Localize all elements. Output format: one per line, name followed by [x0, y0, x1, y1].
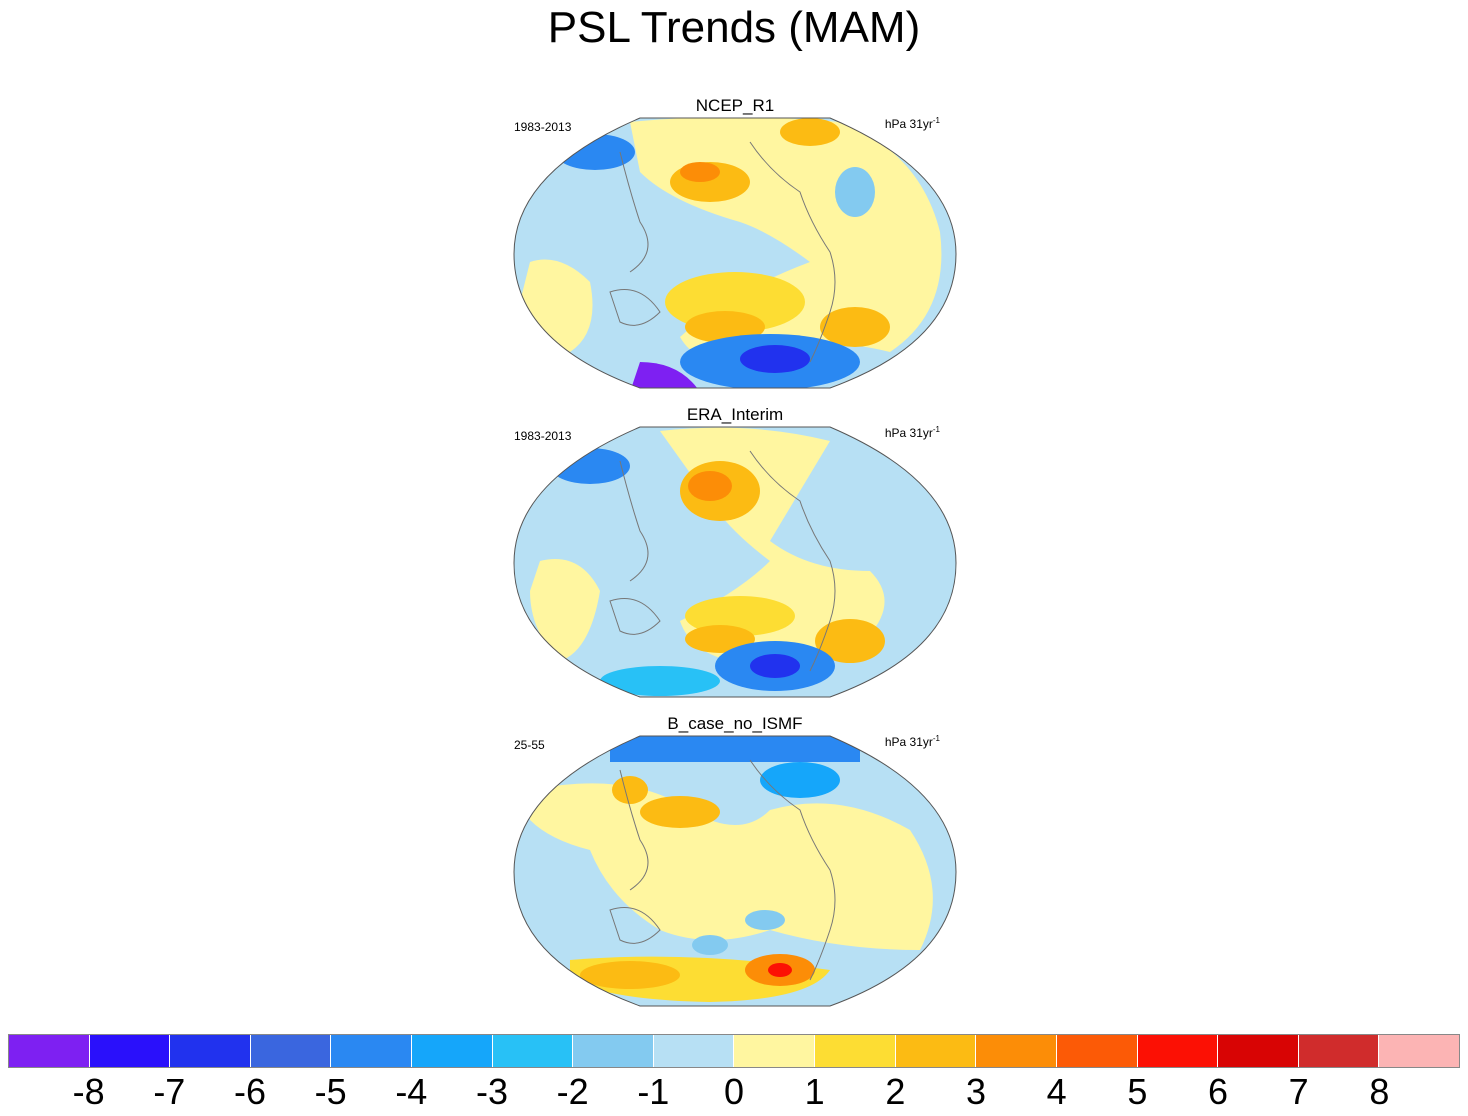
- colorbar-tick-label: 3: [965, 1071, 987, 1112]
- colorbar-tick-label: 5: [1127, 1071, 1148, 1112]
- panel-title: NCEP_R1: [695, 96, 775, 115]
- trend-map: [513, 117, 957, 389]
- colorbar-box: [412, 1035, 493, 1067]
- colorbar-box: [1056, 1035, 1138, 1067]
- colorbar-tick-label: -2: [556, 1071, 589, 1112]
- panel-period: 1983-2013: [514, 429, 572, 443]
- colorbar-tick-label: 0: [723, 1071, 745, 1112]
- colorbar-tick-label: -1: [637, 1071, 670, 1112]
- panel-units: hPa 31yr-1: [884, 734, 940, 749]
- colorbar-box: [1218, 1035, 1299, 1067]
- panel-title: ERA_Interim: [686, 405, 784, 424]
- panel-title: B_case_no_ISMF: [667, 714, 803, 733]
- colorbar-tick-label: -4: [395, 1071, 428, 1112]
- colorbar-box: [9, 1035, 90, 1067]
- panel-units: hPa 31yr-1: [884, 425, 940, 440]
- colorbar-tick-label: 7: [1288, 1071, 1309, 1112]
- colorbar-tick-label: 8: [1369, 1071, 1390, 1112]
- colorbar-tick-label: -5: [314, 1071, 347, 1112]
- colorbar-tick-label: 2: [885, 1071, 906, 1112]
- colorbar-box: [89, 1035, 171, 1067]
- colorbar-box: [734, 1035, 816, 1067]
- colorbar-box: [573, 1035, 654, 1067]
- trend-map: [513, 426, 957, 698]
- colorbar-tick-label: 6: [1207, 1071, 1229, 1112]
- colorbar-box: [492, 1035, 574, 1067]
- colorbar-box: [1298, 1035, 1380, 1067]
- colorbar-box: [1137, 1035, 1219, 1067]
- colorbar-box: [331, 1035, 413, 1067]
- trend-map: [513, 735, 957, 1007]
- colorbar-box: [170, 1035, 251, 1067]
- colorbar-box: [895, 1035, 977, 1067]
- colorbar-tick-label: -8: [72, 1071, 105, 1112]
- figure-title: PSL Trends (MAM): [547, 3, 921, 52]
- panel-units: hPa 31yr-1: [884, 116, 940, 131]
- colorbar: [8, 1034, 1460, 1068]
- colorbar-box: [250, 1035, 332, 1067]
- colorbar-box: [1379, 1035, 1459, 1067]
- panel-period: 1983-2013: [514, 120, 572, 134]
- colorbar-box: [815, 1035, 896, 1067]
- colorbar-box: [976, 1035, 1057, 1067]
- colorbar-tick-label: -7: [153, 1071, 186, 1112]
- colorbar-tick-label: -3: [475, 1071, 508, 1112]
- colorbar-box: [653, 1035, 735, 1067]
- colorbar-tick-label: -6: [233, 1071, 266, 1112]
- panel-period: 25-55: [514, 738, 545, 752]
- colorbar-tick-label: 4: [1046, 1071, 1067, 1112]
- colorbar-tick-label: 1: [804, 1071, 825, 1112]
